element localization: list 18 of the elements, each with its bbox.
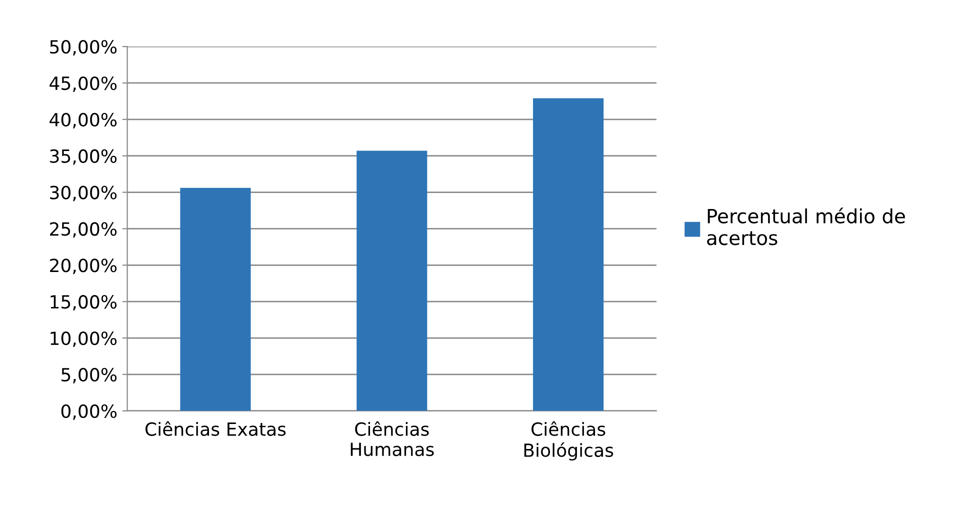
y-tick-label: 0,00%	[61, 404, 117, 420]
y-tick-label: 25,00%	[50, 222, 117, 238]
bar	[180, 188, 251, 411]
y-tick-label: 10,00%	[50, 331, 117, 347]
x-tick-label: Ciências Biológicas	[524, 421, 614, 461]
y-tick-label: 15,00%	[50, 295, 117, 311]
x-tick-label: Ciências Exatas	[145, 421, 286, 436]
y-tick-label: 5,00%	[62, 368, 117, 384]
y-tick-label: 35,00%	[50, 149, 117, 165]
legend-label: Percentual médio de acertos	[707, 208, 905, 246]
y-tick-label: 50,00%	[50, 40, 117, 56]
bar	[356, 150, 428, 411]
y-tick-label: 30,00%	[50, 186, 117, 202]
y-tick-label: 20,00%	[50, 258, 117, 274]
y-tick-label: 45,00%	[50, 76, 117, 92]
x-tick-label: Ciências Humanas	[350, 421, 434, 456]
y-tick-label: 40,00%	[50, 112, 117, 128]
bar	[533, 98, 604, 411]
